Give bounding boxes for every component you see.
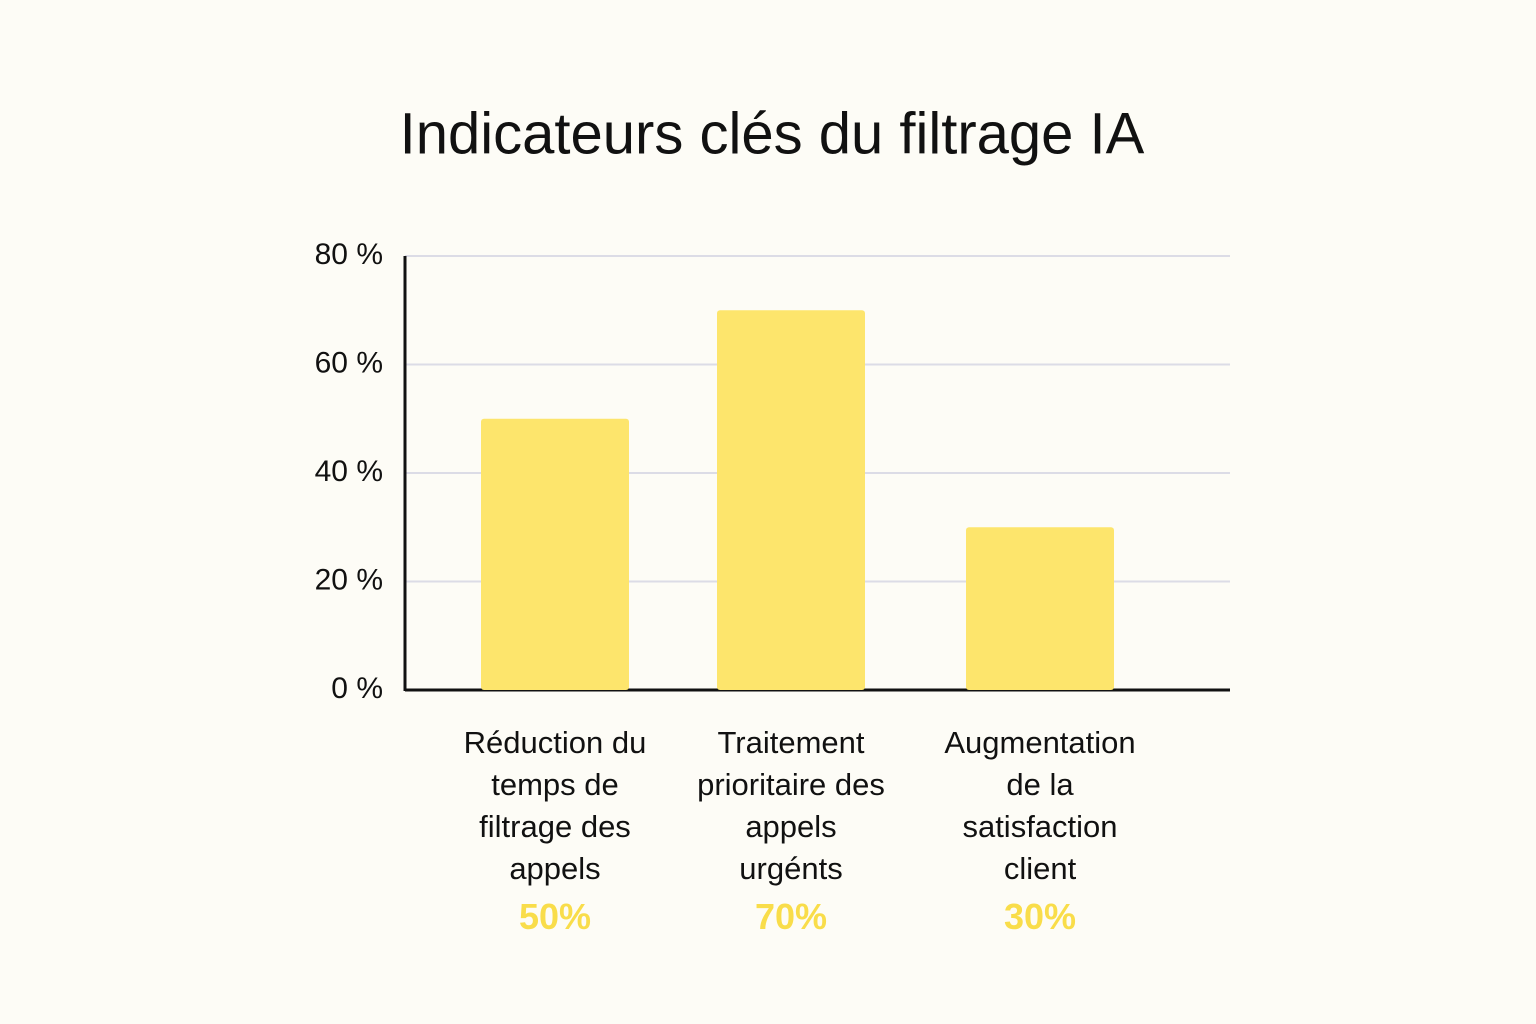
value-label: 70% (754, 896, 828, 937)
x-tick-label: Réduction du temps de filtrage des appel… (463, 725, 647, 886)
y-tick-label: 40 % (315, 455, 383, 488)
y-tick-label: 80 % (315, 238, 383, 271)
y-tick-label: 60 % (315, 346, 383, 379)
bar (481, 418, 629, 690)
y-tick-label: 20 % (315, 563, 383, 596)
bar (717, 310, 865, 690)
value-label: 50% (518, 896, 592, 937)
y-tick-label: 0 % (331, 672, 383, 705)
x-tick-label: Traitement prioritaire des appels urgént… (697, 725, 885, 886)
chart-title: Indicateurs clés du filtrage IA (400, 101, 1145, 166)
bar (966, 527, 1114, 690)
x-tick-label: Augmentation de la satisfaction client (944, 725, 1136, 886)
value-label: 30% (1003, 896, 1077, 937)
